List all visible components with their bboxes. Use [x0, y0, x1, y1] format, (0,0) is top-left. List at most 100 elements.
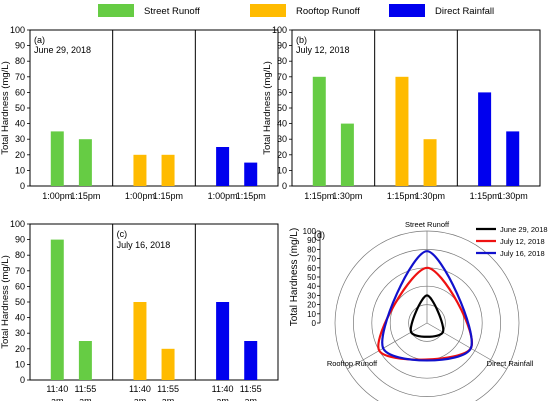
xtick-label-2-2-0-a: 11:40	[212, 384, 234, 394]
ytick-label-2-0: 0	[20, 375, 25, 385]
ytick-label-0-8: 80	[15, 56, 25, 66]
xtick-label-2-2-0-b: am	[216, 396, 229, 401]
bar-0-0-1	[78, 139, 92, 186]
legend-swatch-1	[250, 4, 286, 17]
ytick-label-2-9: 90	[15, 235, 25, 245]
radar-tick-label-9: 90	[307, 236, 316, 245]
ytick-label-0-6: 60	[15, 87, 25, 97]
radar-series-1	[377, 266, 474, 361]
xtick-label-1-1-0: 1:15pm	[387, 191, 417, 201]
xtick-label-1-2-0: 1:15pm	[470, 191, 500, 201]
xtick-label-0-1-1: 1:15pm	[153, 191, 183, 201]
bar-2-0-1	[78, 341, 92, 380]
bar-1-2-0	[478, 92, 492, 186]
xtick-label-2-0-0-b: am	[51, 396, 64, 401]
radar-tick-label-0: 0	[312, 319, 317, 328]
radar-legend-label-1: July 12, 2018	[500, 237, 545, 246]
bar-0-2-0	[216, 147, 230, 186]
ytick-label-0-1: 10	[15, 165, 25, 175]
xtick-label-1-0-1: 1:30pm	[332, 191, 362, 201]
radar-category-1: Rooftop Runoff	[327, 359, 378, 368]
xtick-label-2-1-1-a: 11:55	[157, 384, 179, 394]
panel-date-2: July 16, 2018	[117, 240, 171, 250]
ytick-label-2-3: 30	[15, 328, 25, 338]
ytick-label-1-3: 30	[277, 134, 287, 144]
bar-1-0-0	[312, 76, 326, 186]
radar-axis-title: Total Hardness (mg/L)	[289, 228, 300, 326]
radar-legend-label-0: June 29, 2018	[500, 225, 548, 234]
ytick-label-0-7: 70	[15, 72, 25, 82]
ytick-label-0-4: 40	[15, 119, 25, 129]
radar-tick-label-6: 60	[307, 264, 316, 273]
ytick-label-2-1: 10	[15, 359, 25, 369]
bar-0-0-0	[50, 131, 64, 186]
xtick-label-2-1-0-a: 11:40	[129, 384, 151, 394]
radar-tick-label-8: 80	[307, 245, 316, 254]
y-axis-label-1: Total Hardness (mg/L)	[262, 61, 273, 154]
xtick-label-2-1-1-b: am	[162, 396, 175, 401]
ytick-label-1-6: 60	[277, 87, 287, 97]
ytick-label-1-7: 70	[277, 72, 287, 82]
xtick-label-0-0-1: 1:15pm	[70, 191, 100, 201]
ytick-label-1-9: 90	[277, 41, 287, 51]
radar-tick-label-3: 30	[307, 291, 316, 300]
ytick-label-2-6: 60	[15, 281, 25, 291]
legend-label-2: Direct Rainfall	[435, 6, 494, 17]
panel-date-0: June 29, 2018	[34, 45, 91, 55]
ytick-label-1-0: 0	[282, 181, 287, 191]
panel-date-1: July 12, 2018	[296, 45, 350, 55]
ytick-label-2-8: 80	[15, 250, 25, 260]
radar-tick-label-1: 10	[307, 310, 316, 319]
radar-spoke-1	[347, 322, 428, 370]
xtick-label-1-0-0: 1:15pm	[304, 191, 334, 201]
ytick-label-1-10: 100	[272, 25, 287, 35]
radar-tick-label-5: 50	[307, 273, 316, 282]
radar-tick-label-2: 20	[307, 301, 316, 310]
bar-2-0-0	[50, 239, 64, 380]
xtick-label-2-0-1-b: am	[79, 396, 92, 401]
bar-0-1-0	[133, 154, 147, 186]
radar-legend-label-2: July 16, 2018	[500, 249, 545, 258]
panel-letter-3: (d)	[314, 230, 325, 240]
bar-2-1-0	[133, 302, 147, 380]
xtick-label-0-1-0: 1:00pm	[125, 191, 155, 201]
xtick-label-0-2-1: 1:15pm	[236, 191, 266, 201]
xtick-label-1-1-1: 1:30pm	[415, 191, 445, 201]
radar-spoke-2	[426, 322, 507, 370]
bar-1-2-1	[506, 131, 520, 186]
ytick-label-0-2: 20	[15, 150, 25, 160]
xtick-label-2-0-0-a: 11:40	[46, 384, 68, 394]
y-axis-label-2: Total Hardness (mg/L)	[0, 255, 11, 348]
bar-2-2-1	[244, 341, 258, 380]
ytick-label-1-5: 50	[277, 103, 287, 113]
xtick-label-0-0-0: 1:00pm	[42, 191, 72, 201]
bar-0-1-1	[161, 154, 175, 186]
panel-letter-2: (c)	[117, 229, 128, 239]
xtick-label-2-2-1-b: am	[244, 396, 257, 401]
legend-label-1: Rooftop Runoff	[296, 6, 360, 17]
ytick-label-2-5: 50	[15, 297, 25, 307]
panel-letter-1: (b)	[296, 35, 307, 45]
xtick-label-2-0-1-a: 11:55	[74, 384, 96, 394]
ytick-label-1-8: 80	[277, 56, 287, 66]
radar-tick-label-10: 100	[303, 227, 317, 236]
radar-tick-label-7: 70	[307, 255, 316, 264]
radar-tick-label-4: 40	[307, 282, 316, 291]
bar-0-2-1	[244, 162, 258, 186]
ytick-label-1-1: 10	[277, 165, 287, 175]
ytick-label-2-2: 20	[15, 344, 25, 354]
panel-letter-0: (a)	[34, 35, 45, 45]
radar-category-0: Street Runoff	[405, 220, 450, 229]
ytick-label-0-10: 100	[10, 25, 25, 35]
ytick-label-2-7: 70	[15, 266, 25, 276]
radar-series-2	[381, 250, 473, 362]
xtick-label-2-1-0-b: am	[134, 396, 147, 401]
xtick-label-0-2-0: 1:00pm	[208, 191, 238, 201]
bar-2-2-0	[216, 302, 230, 380]
bar-1-1-1	[423, 139, 437, 186]
ytick-label-0-5: 50	[15, 103, 25, 113]
bar-2-1-1	[161, 348, 175, 380]
ytick-label-2-10: 100	[10, 219, 25, 229]
ytick-label-0-9: 90	[15, 41, 25, 51]
